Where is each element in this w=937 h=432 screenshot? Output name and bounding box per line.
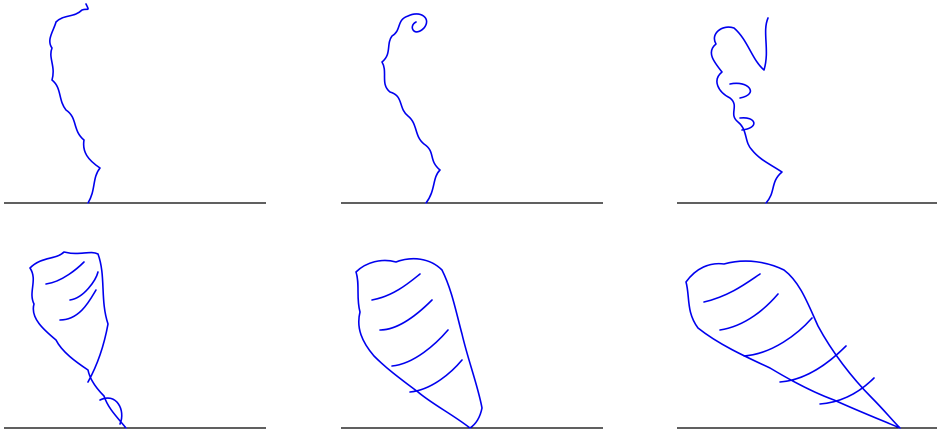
fractal-curve-5 xyxy=(355,257,483,429)
panel-1 xyxy=(4,3,266,204)
lobe-4b xyxy=(45,261,99,321)
panel-6 xyxy=(677,260,937,429)
lobe-4a xyxy=(99,397,123,425)
panel-3 xyxy=(677,17,937,204)
fractal-curve-1 xyxy=(49,3,101,204)
lobe-3b xyxy=(739,117,755,131)
lobe-3a xyxy=(729,82,752,99)
fractal-curve-3 xyxy=(710,17,783,204)
lobe-6a xyxy=(703,273,875,405)
lobe-5a xyxy=(371,273,463,393)
panel-5 xyxy=(341,257,603,429)
fractal-curve-4 xyxy=(29,251,127,429)
fractal-curve-6 xyxy=(685,260,901,429)
panel-4 xyxy=(4,251,266,429)
panel-2 xyxy=(341,13,603,204)
fractal-curve-2 xyxy=(381,13,441,204)
